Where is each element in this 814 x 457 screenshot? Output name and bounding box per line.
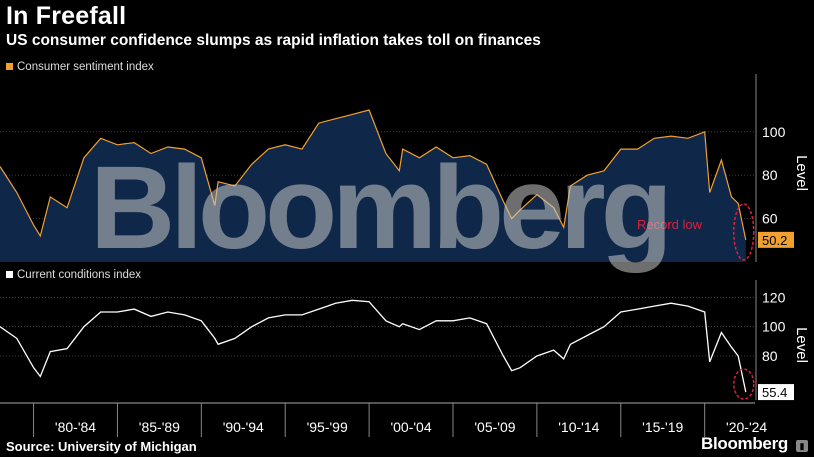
current-series-line	[0, 299, 747, 393]
sentiment-series-line	[0, 109, 747, 241]
sentiment-y-tick-label: 60	[762, 211, 778, 227]
sentiment-latest-badge	[758, 231, 794, 248]
current-y-axis-label: Level	[793, 327, 810, 363]
current-legend-swatch	[6, 271, 13, 278]
record-low-annotation: Record low	[637, 217, 703, 232]
current-y-tick-label: 100	[762, 319, 786, 335]
sentiment-legend-label: Consumer sentiment index	[17, 61, 154, 73]
x-tick-label: '15-'19	[642, 419, 683, 435]
current-latest-value: 55.4	[762, 385, 787, 400]
sentiment-legend-swatch	[6, 63, 13, 70]
chart-title: In Freefall	[6, 2, 127, 30]
x-tick-label: '00-'04	[390, 419, 431, 435]
sentiment-y-tick-label: 100	[762, 124, 786, 140]
chart-subtitle: US consumer confidence slumps as rapid i…	[6, 32, 541, 49]
x-tick-label: '90-'94	[223, 419, 264, 435]
current-highlight-ellipse	[733, 368, 755, 400]
x-tick-label: '20-'24	[726, 419, 767, 435]
x-tick-label: '85-'89	[139, 419, 180, 435]
sentiment-latest-value: 50.2	[762, 233, 787, 248]
x-tick-label: '95-'99	[307, 419, 348, 435]
current-y-tick-label: 120	[762, 289, 786, 305]
sentiment-area-fill	[0, 110, 746, 262]
current-legend-label: Current conditions index	[17, 269, 141, 281]
chart-icon: ▮	[796, 440, 808, 452]
sentiment-y-tick-label: 80	[762, 167, 778, 183]
sentiment-highlight-ellipse	[733, 203, 755, 261]
current-latest-badge	[758, 384, 794, 401]
x-tick-label: '10-'14	[558, 419, 599, 435]
source-note: Source: University of Michigan	[6, 439, 197, 454]
x-tick-label: '05-'09	[474, 419, 515, 435]
current-y-tick-label: 80	[762, 348, 778, 364]
x-tick-label: '80-'84	[55, 419, 96, 435]
sentiment-y-axis-label: Level	[793, 155, 810, 191]
bloomberg-brand: Bloomberg	[700, 434, 788, 453]
